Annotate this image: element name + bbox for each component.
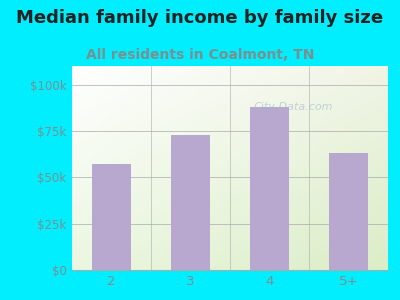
Text: City-Data.com: City-Data.com [254,102,333,112]
Bar [171,135,210,270]
Text: All residents in Coalmont, TN: All residents in Coalmont, TN [86,48,314,62]
Bar [250,107,289,270]
Bar [329,153,368,270]
Bar [92,164,131,270]
Text: Median family income by family size: Median family income by family size [16,9,384,27]
